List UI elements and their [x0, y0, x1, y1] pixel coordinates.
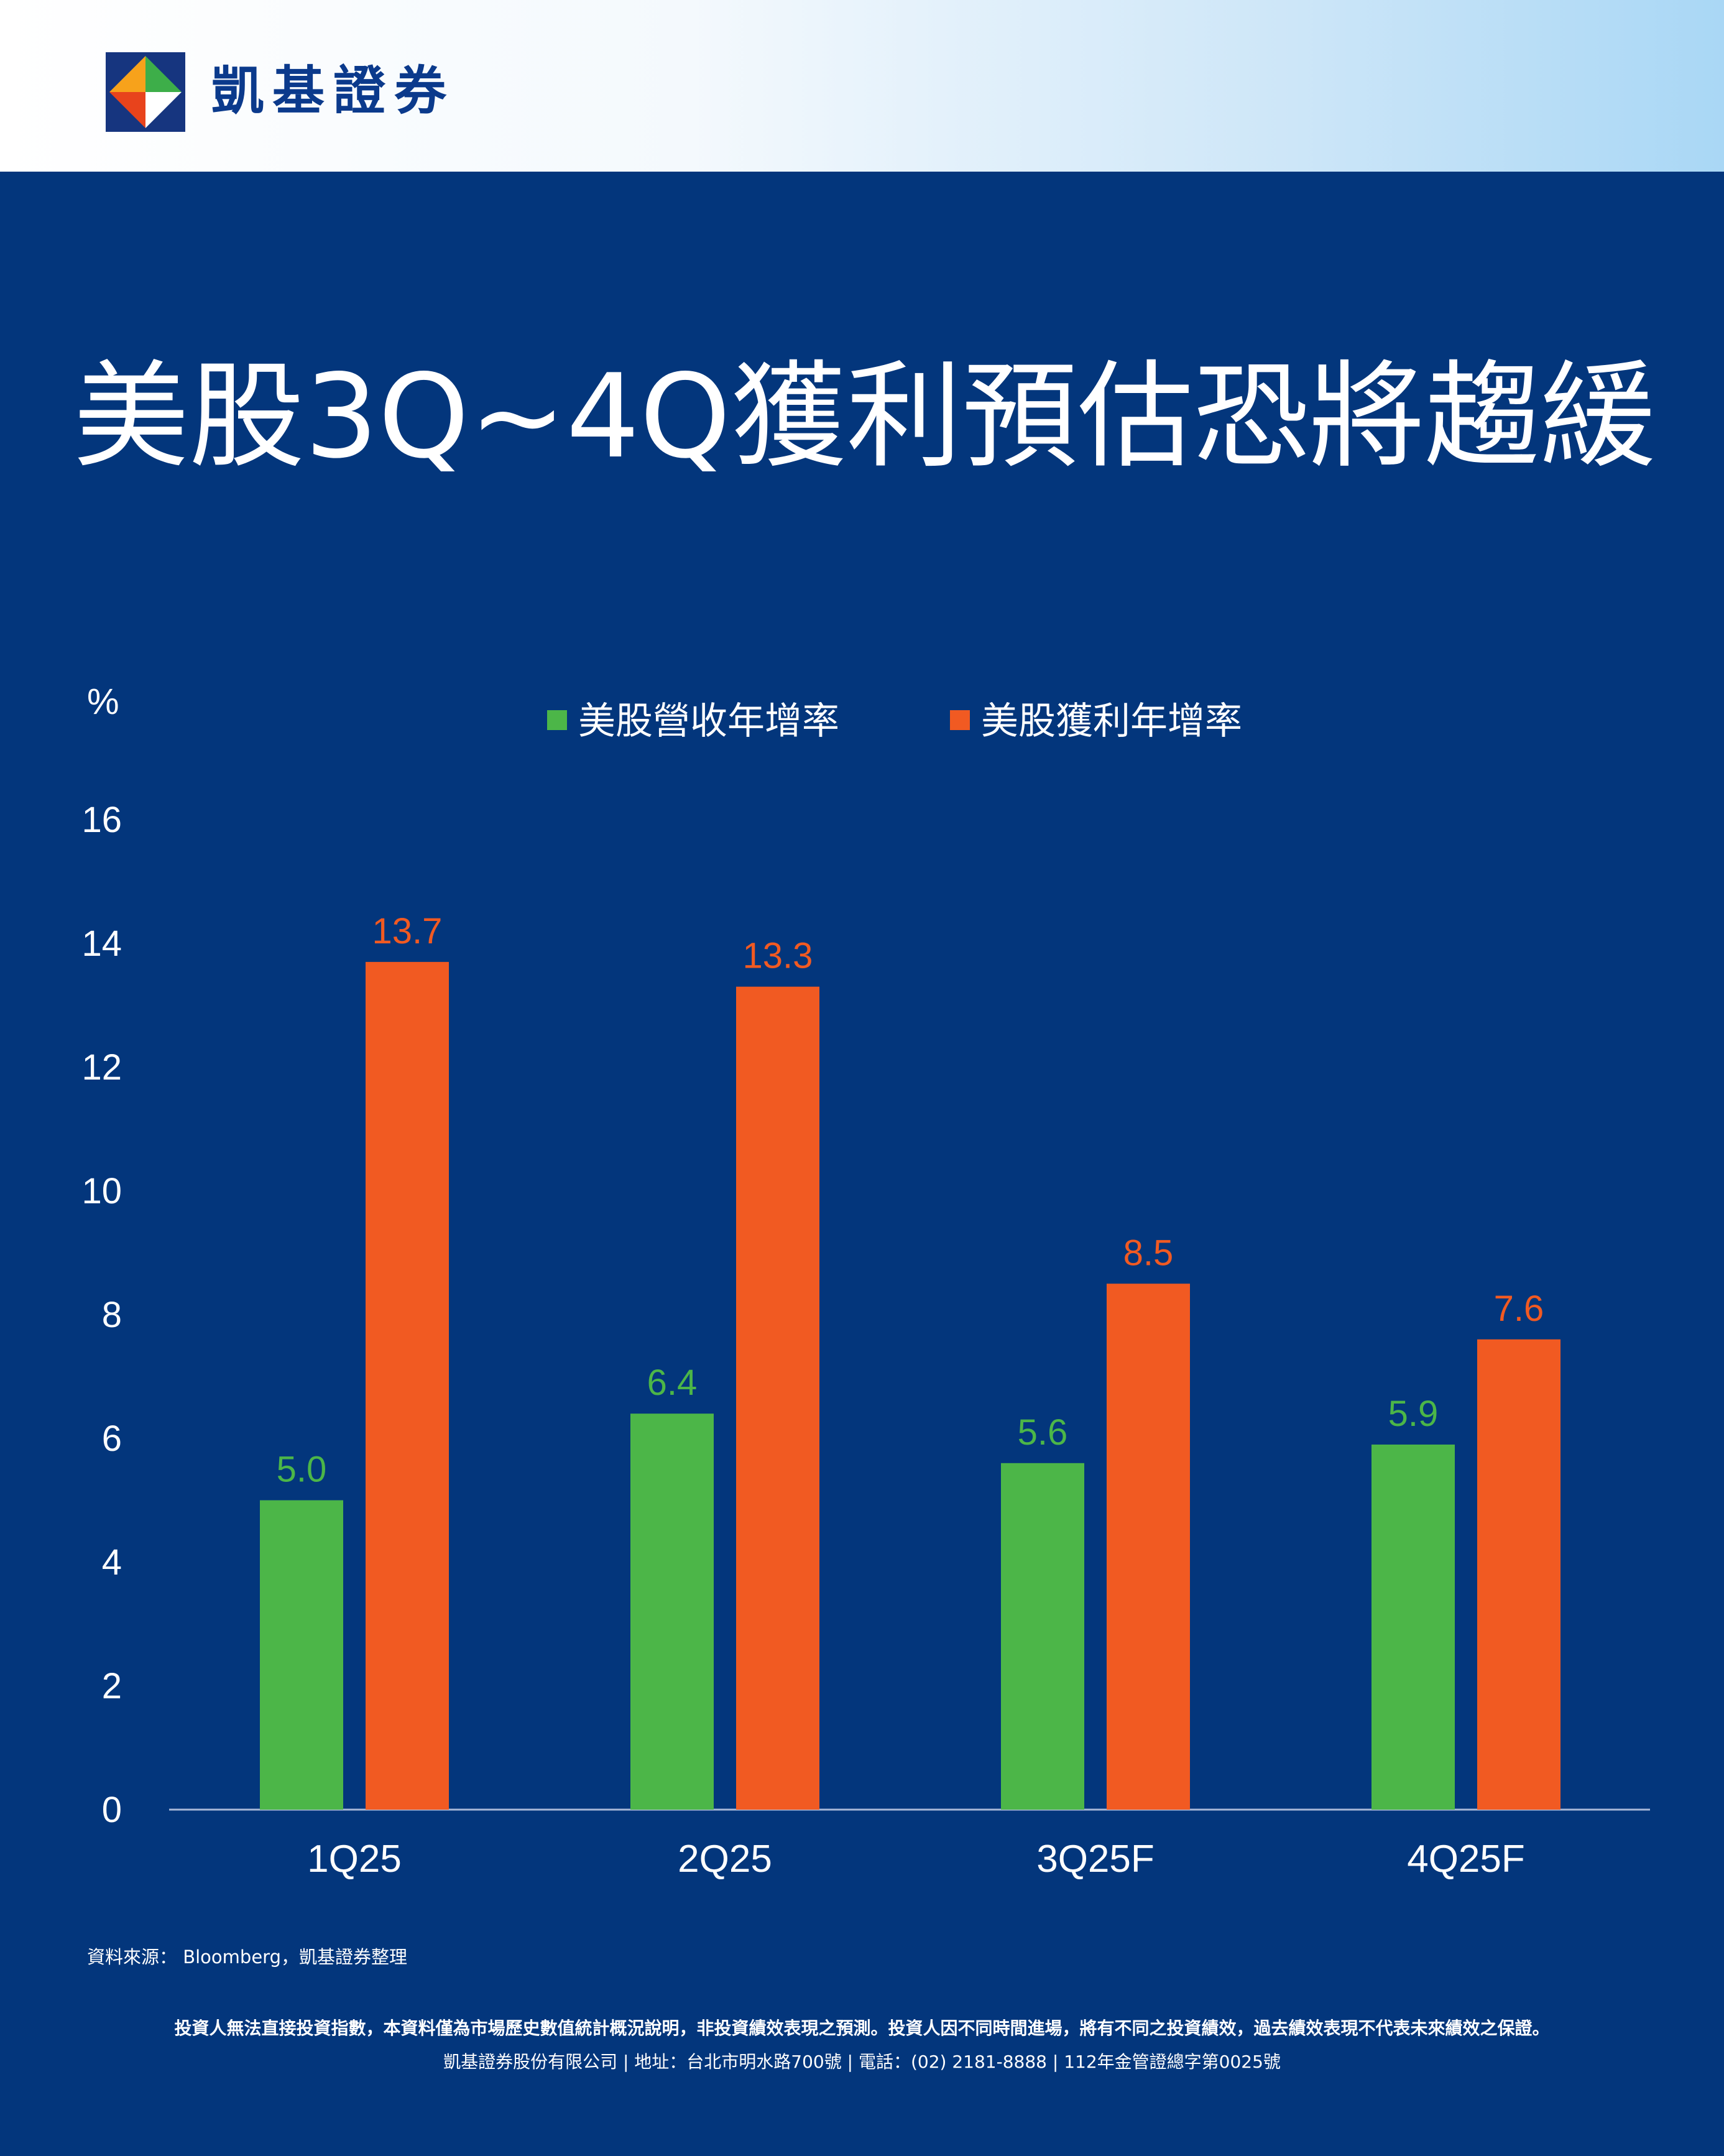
y-tick-label: 16 — [81, 800, 122, 840]
bar-revenue — [260, 1500, 343, 1810]
bar-chart: % 0 2 4 6 8 10 12 14 16 5.0 6.4 5.6 5.9 13.7 13.3 8.5 7.6… — [81, 682, 1650, 1881]
bar-earnings — [1477, 1339, 1560, 1810]
y-tick-label: 12 — [81, 1047, 122, 1088]
data-label: 6.4 — [647, 1363, 698, 1403]
data-label: 7.6 — [1494, 1289, 1544, 1329]
bar-earnings — [736, 986, 819, 1810]
legend-label: 美股獲利年增率 — [981, 700, 1242, 743]
y-tick-label: 14 — [81, 923, 122, 964]
bar-earnings — [1107, 1284, 1190, 1810]
bar-earnings — [366, 961, 449, 1810]
data-label: 5.9 — [1388, 1394, 1439, 1434]
company-info: 凱基證券股份有限公司 | 地址：台北市明水路700號 | 電話：(02) 218… — [443, 2052, 1281, 2072]
data-label: 13.7 — [372, 911, 443, 951]
legend-swatch — [547, 710, 567, 730]
y-tick-label: 2 — [102, 1666, 122, 1706]
y-tick-label: 8 — [102, 1295, 122, 1335]
bar-revenue — [630, 1413, 714, 1810]
bar-revenue — [1371, 1444, 1455, 1810]
y-tick-label: 10 — [81, 1171, 122, 1211]
y-tick-label: 6 — [102, 1418, 122, 1459]
y-tick-label: 4 — [102, 1542, 122, 1583]
data-label: 5.6 — [1018, 1412, 1068, 1453]
brand-name: 凱基證券 — [211, 60, 456, 121]
x-tick-label: 3Q25F — [1036, 1838, 1155, 1881]
legend-swatch — [950, 710, 970, 730]
data-label: 13.3 — [743, 936, 813, 976]
bar-revenue — [1001, 1463, 1084, 1810]
data-label: 8.5 — [1123, 1233, 1174, 1273]
legend-label: 美股營收年增率 — [578, 700, 839, 743]
page-title: 美股3Q~4Q獲利預估恐將趨緩 — [73, 349, 1656, 484]
y-tick-label: 0 — [102, 1790, 122, 1830]
x-tick-label: 2Q25 — [678, 1838, 772, 1881]
x-tick-label: 4Q25F — [1407, 1838, 1525, 1881]
disclaimer-text: 投資人無法直接投資指數，本資料僅為市場歷史數值統計概況說明，非投資績效表現之預測… — [174, 2018, 1550, 2038]
x-tick-label: 1Q25 — [307, 1838, 402, 1881]
data-label: 5.0 — [277, 1450, 327, 1490]
source-note: 資料來源： Bloomberg，凱基證券整理 — [87, 1946, 407, 1968]
header-banner: 凱基證券 — [0, 0, 1724, 172]
y-axis-label: % — [87, 682, 119, 722]
brand-logo-icon — [106, 52, 185, 132]
